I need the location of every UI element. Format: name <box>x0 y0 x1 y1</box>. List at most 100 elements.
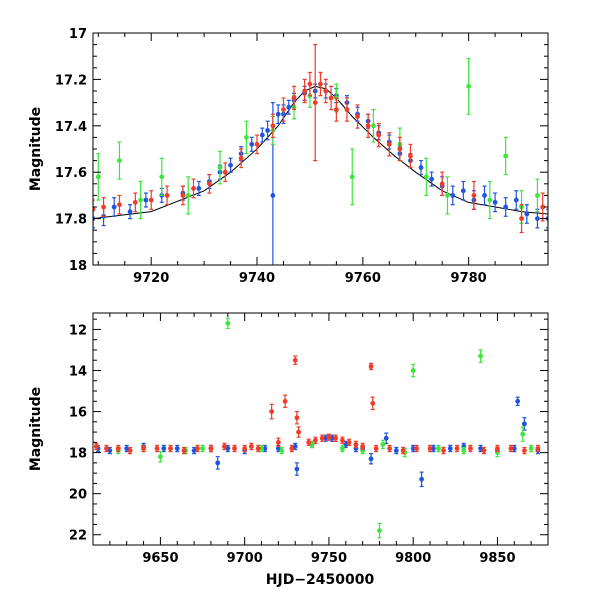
bottom-red-point <box>115 446 121 451</box>
bottom-blue-point <box>262 446 268 451</box>
top-blue-point <box>143 197 149 203</box>
bottom-red-point <box>232 446 237 451</box>
top-axis-ticks: 9720 9740 9760 9780 17 17.2 17.4 17.6 17.8 18 <box>55 27 549 286</box>
bottom-red-point <box>387 446 392 451</box>
bottom-panel-full: 9650 9700 9750 9800 9850 12 14 16 18 20 22 Magnitu… <box>28 312 549 588</box>
bottom-blue-point <box>511 446 517 451</box>
top-y-tick-label: 18 <box>69 259 87 274</box>
bottom-red-point <box>154 446 160 451</box>
top-blue-point <box>270 193 276 198</box>
bottom-series-red <box>93 355 541 455</box>
bottom-y-axis-title: Magnitude <box>28 387 44 471</box>
bottom-red-point <box>195 446 200 451</box>
bottom-red-point <box>522 448 527 453</box>
top-red-point <box>270 123 276 129</box>
top-blue-point <box>249 141 255 147</box>
top-red-point <box>238 155 244 161</box>
top-red-point <box>222 169 228 175</box>
bottom-green-point <box>380 441 386 447</box>
top-red-point <box>254 141 260 147</box>
bottom-red-point <box>333 435 339 441</box>
top-red-point <box>471 193 477 198</box>
top-red-point <box>408 153 413 159</box>
top-series-red <box>93 43 546 234</box>
bottom-red-point <box>93 444 99 449</box>
bottom-red-point <box>400 448 406 453</box>
top-green-point <box>445 193 450 198</box>
bottom-y-tick-label: 18 <box>69 447 87 462</box>
bottom-y-tick-label: 22 <box>69 529 87 544</box>
bottom-red-point <box>222 444 227 449</box>
top-green-point <box>487 197 493 203</box>
bottom-red-point <box>535 446 541 451</box>
top-green-point <box>503 153 509 159</box>
bottom-blue-point <box>522 421 527 427</box>
top-green-point <box>466 83 472 89</box>
bottom-green-point <box>340 446 345 451</box>
bottom-green-point <box>461 448 467 453</box>
bottom-x-tick-label: 9700 <box>227 551 263 566</box>
top-blue-point <box>196 186 202 191</box>
top-red-point <box>318 81 323 87</box>
top-red-point <box>386 141 392 147</box>
top-red-point <box>101 204 106 210</box>
bottom-red-point <box>441 448 446 453</box>
top-red-point <box>397 146 403 152</box>
bottom-red-point <box>468 446 473 451</box>
top-red-point <box>376 132 382 138</box>
top-blue-point <box>265 128 270 133</box>
top-panel-zoom: 9720 9740 9760 9780 17 17.2 17.4 17.6 17.8 18 Mag… <box>28 27 549 286</box>
top-red-point <box>439 181 445 187</box>
top-red-point <box>312 100 318 105</box>
bottom-red-point <box>414 446 419 451</box>
top-green-point <box>244 135 249 140</box>
top-x-tick-label: 9720 <box>133 271 169 286</box>
bottom-red-point <box>104 446 109 451</box>
bottom-red-point <box>370 400 376 406</box>
bottom-axis-ticks: 9650 9700 9750 9800 9850 12 14 16 18 20 22 <box>69 313 549 566</box>
top-blue-point <box>259 132 265 138</box>
top-x-tick-label: 9740 <box>239 271 275 286</box>
top-blue-point <box>429 176 435 182</box>
bottom-blue-point <box>368 456 374 462</box>
top-blue-point <box>513 197 519 203</box>
top-x-tick-label: 9760 <box>345 271 381 286</box>
bottom-series-green <box>115 317 534 539</box>
bottom-blue-point <box>383 435 389 441</box>
bottom-red-point <box>346 439 352 445</box>
top-red-point <box>117 202 122 208</box>
bottom-blue-point <box>161 446 167 451</box>
top-green-point <box>95 174 101 180</box>
top-red-point <box>291 95 297 101</box>
bottom-x-axis-title: HJD−2450000 <box>266 572 375 588</box>
top-green-point <box>535 193 540 198</box>
bottom-blue-point <box>393 448 399 453</box>
top-green-point <box>371 123 376 129</box>
bottom-red-point <box>275 439 281 445</box>
bottom-x-tick-label: 9750 <box>311 551 347 566</box>
top-blue-point <box>450 193 456 198</box>
bottom-red-point <box>292 357 298 363</box>
bottom-red-point <box>168 446 173 451</box>
bottom-red-point <box>353 441 359 447</box>
top-green-point <box>159 174 165 180</box>
bottom-red-point <box>249 444 254 449</box>
bottom-red-point <box>289 446 295 451</box>
bottom-green-point <box>279 448 285 453</box>
bottom-red-point <box>373 446 379 451</box>
bottom-red-point <box>313 437 318 443</box>
top-series-blue <box>93 83 548 265</box>
bottom-red-point <box>282 398 288 404</box>
bottom-blue-point <box>215 460 221 466</box>
top-green-point <box>138 197 144 203</box>
top-y-axis-title: Magnitude <box>28 107 44 191</box>
bottom-red-point <box>294 415 300 421</box>
bottom-green-point <box>158 454 163 460</box>
bottom-green-point <box>436 446 441 451</box>
bottom-y-tick-label: 12 <box>69 323 87 338</box>
bottom-red-point <box>495 446 500 451</box>
top-blue-point <box>418 165 424 170</box>
top-blue-point <box>460 188 466 194</box>
top-blue-point <box>524 211 530 217</box>
bottom-red-point <box>508 446 514 451</box>
